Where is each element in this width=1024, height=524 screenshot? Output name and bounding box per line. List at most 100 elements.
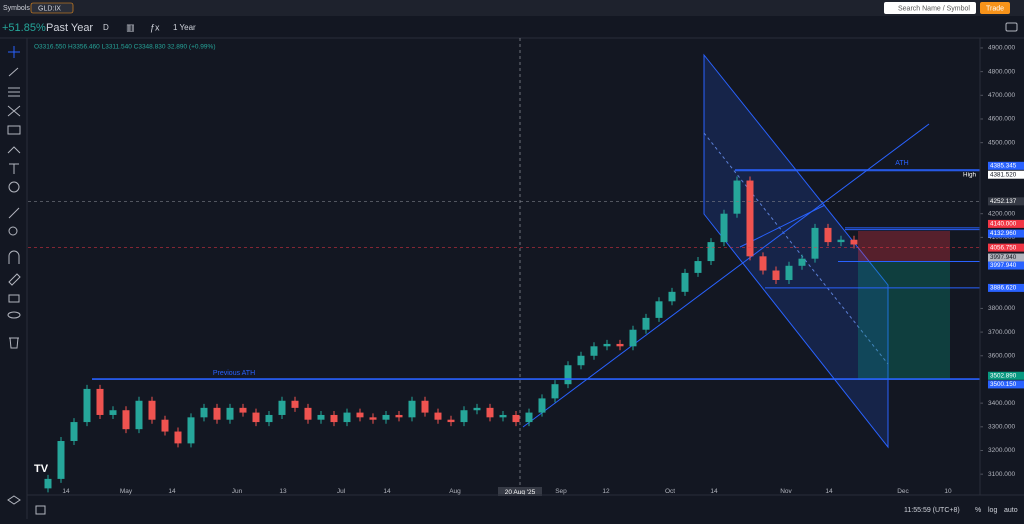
percent-toggle[interactable]: % <box>975 507 981 514</box>
candle <box>343 412 351 423</box>
tv-logo: TV <box>34 463 49 475</box>
candle <box>525 412 533 423</box>
candle <box>512 414 520 423</box>
candle <box>616 343 624 347</box>
price-level-label: 3886.620 <box>990 285 1017 292</box>
chart-area: 3100.000 3200.000 3300.000 3400.000 3600.000… <box>28 38 1024 496</box>
candle <box>733 180 741 214</box>
tool-layers[interactable] <box>7 495 21 505</box>
trade-button[interactable] <box>980 2 1010 14</box>
tool-text[interactable] <box>9 163 19 174</box>
candle <box>317 414 325 420</box>
x-tick-label: 14 <box>710 488 718 495</box>
candle <box>161 419 169 432</box>
candle <box>369 417 377 420</box>
tool-fib[interactable] <box>8 87 20 97</box>
candle <box>252 412 260 423</box>
y-tick-label: 4200.000 <box>988 210 1015 217</box>
y-tick-label: 4800.000 <box>988 68 1015 75</box>
crosshair-date-tag <box>498 487 542 496</box>
tool-pattern[interactable] <box>7 105 21 117</box>
tool-keep[interactable] <box>8 273 21 286</box>
x-tick-label: Jun <box>232 488 243 495</box>
auto-toggle[interactable]: auto <box>1004 507 1018 514</box>
x-tick-label: 14 <box>825 488 833 495</box>
tool-trash[interactable] <box>9 337 19 349</box>
candle <box>356 412 364 418</box>
price-level-tag <box>988 219 1024 228</box>
candle <box>265 414 273 423</box>
tool-eye[interactable] <box>7 311 21 319</box>
x-tick-label: Oct <box>665 488 675 495</box>
price-level-tag <box>988 380 1024 389</box>
period[interactable]: Past Year <box>46 22 93 34</box>
tool-range[interactable] <box>7 125 21 135</box>
candle <box>720 213 728 243</box>
tool-magnet[interactable] <box>8 250 20 264</box>
candle <box>785 265 793 280</box>
candle <box>499 414 507 418</box>
candle <box>226 407 234 420</box>
tool-line[interactable] <box>8 67 19 77</box>
price-level-tag <box>988 197 1024 206</box>
x-tick-label: Nov <box>780 488 792 495</box>
function-icon[interactable]: ƒx <box>150 22 160 32</box>
trade-label[interactable]: Trade <box>986 5 1004 12</box>
price-level-tag <box>988 253 1024 262</box>
price-level-label: 3500.150 <box>990 381 1017 388</box>
candle <box>278 400 286 415</box>
candle <box>577 355 585 366</box>
tool-lock[interactable] <box>8 294 20 303</box>
price-level-label: 3502.890 <box>990 372 1017 379</box>
candle <box>642 317 650 330</box>
crosshair-date: 20 Aug '25 <box>505 489 536 496</box>
price-level-name: High <box>963 171 976 178</box>
camera-icon[interactable] <box>1005 22 1018 32</box>
candle <box>694 261 702 273</box>
price-level-tag <box>988 261 1024 270</box>
interval[interactable]: D <box>103 23 109 32</box>
symbol[interactable]: GLD:IX <box>38 5 61 12</box>
ohlc-legend: O3316.550 H3356.460 L3311.540 C3348.830 … <box>34 44 216 51</box>
indicator-icon[interactable]: ▥ <box>126 22 135 32</box>
tool-ruler[interactable] <box>8 207 20 219</box>
price-level-label: 4252.137 <box>990 198 1017 205</box>
candle <box>551 384 559 399</box>
candle <box>174 431 182 444</box>
candle <box>239 407 247 413</box>
calendar-icon[interactable] <box>35 505 46 515</box>
y-tick-label: 3600.000 <box>988 352 1015 359</box>
price-level-label: 4385.345 <box>990 162 1017 169</box>
candle <box>837 239 845 243</box>
price-level-label: 3997.940 <box>990 262 1017 269</box>
channel <box>703 53 889 449</box>
candle <box>681 272 689 292</box>
channel-mid <box>703 132 889 365</box>
search-box[interactable] <box>884 2 976 14</box>
candle <box>330 414 338 423</box>
search-placeholder[interactable]: Search Name / Symbol <box>898 5 970 12</box>
x-tick-label: 14 <box>62 488 70 495</box>
price-level-tag <box>988 283 1024 292</box>
range[interactable]: 1 Year <box>173 23 196 32</box>
tool-emoji[interactable] <box>8 181 20 193</box>
header-bar <box>0 16 1024 38</box>
log-toggle[interactable]: log <box>988 507 997 514</box>
symbols-label: Symbols <box>3 5 30 12</box>
price-level-tag <box>988 371 1024 380</box>
price-level-tag <box>988 243 1024 252</box>
price-level-label: 4381.520 <box>990 171 1017 178</box>
candle <box>187 417 195 444</box>
tool-brush[interactable] <box>7 146 21 154</box>
candle <box>447 419 455 423</box>
tool-zoom[interactable] <box>8 226 18 236</box>
trendline-2 <box>739 204 826 248</box>
y-tick-label: 4700.000 <box>988 92 1015 99</box>
candle <box>473 407 481 411</box>
x-tick-label: 14 <box>383 488 391 495</box>
x-tick-label: Aug <box>449 488 461 495</box>
annotation: ATH <box>895 160 908 167</box>
tool-cross[interactable] <box>8 46 20 58</box>
position-profit <box>858 261 950 380</box>
symbol-box[interactable] <box>30 2 74 14</box>
